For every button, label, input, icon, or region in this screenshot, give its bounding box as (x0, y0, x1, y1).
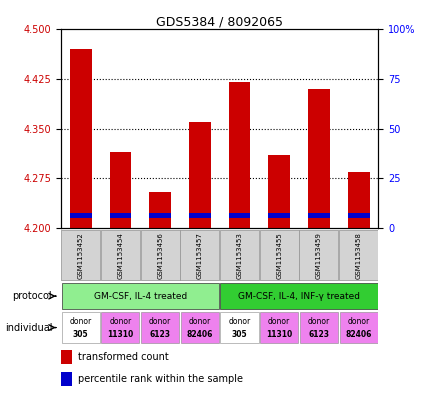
Bar (299, 230, 338, 281)
Text: 82406: 82406 (345, 330, 371, 339)
Bar (101, 230, 140, 281)
Text: donor: donor (267, 317, 289, 326)
Bar (268, 155, 289, 228)
Text: donor: donor (149, 317, 171, 326)
Bar (307, 89, 329, 228)
Text: GSM1153453: GSM1153453 (236, 232, 242, 279)
Text: donor: donor (109, 317, 131, 326)
Text: GM-CSF, IL-4, INF-γ treated: GM-CSF, IL-4, INF-γ treated (237, 292, 359, 301)
Bar (70, 213, 92, 218)
Text: 305: 305 (231, 330, 247, 339)
Text: 6123: 6123 (308, 330, 329, 339)
Bar (141, 312, 179, 343)
Bar (347, 172, 368, 228)
Text: donor: donor (307, 317, 329, 326)
Text: GSM1153455: GSM1153455 (276, 232, 282, 279)
Text: GSM1153457: GSM1153457 (196, 232, 202, 279)
Bar (188, 122, 210, 228)
Text: transformed count: transformed count (78, 352, 169, 362)
Text: GSM1153454: GSM1153454 (117, 232, 123, 279)
Text: percentile rank within the sample: percentile rank within the sample (78, 374, 243, 384)
Text: individual: individual (5, 323, 52, 332)
Bar (61, 350, 72, 364)
Bar (228, 213, 250, 218)
Text: 82406: 82406 (186, 330, 213, 339)
Bar (101, 312, 139, 343)
Bar (260, 312, 298, 343)
Text: 11310: 11310 (266, 330, 292, 339)
Bar (62, 312, 99, 343)
Bar (70, 49, 92, 228)
Text: protocol: protocol (13, 291, 52, 301)
Bar (140, 230, 179, 281)
Bar (307, 213, 329, 218)
Bar (61, 372, 72, 386)
Text: 6123: 6123 (149, 330, 170, 339)
Bar (180, 230, 219, 281)
Bar (339, 230, 377, 281)
Bar (188, 213, 210, 218)
Bar (109, 213, 131, 218)
Text: GSM1153452: GSM1153452 (78, 232, 84, 279)
Text: donor: donor (228, 317, 250, 326)
Text: GSM1153459: GSM1153459 (315, 232, 321, 279)
Text: GSM1153456: GSM1153456 (157, 232, 163, 279)
Bar (347, 213, 368, 218)
Bar (299, 312, 337, 343)
Bar (228, 83, 250, 228)
Text: 305: 305 (73, 330, 89, 339)
Text: donor: donor (347, 317, 369, 326)
Bar (220, 283, 377, 309)
Text: donor: donor (188, 317, 210, 326)
Bar (220, 230, 258, 281)
Text: 11310: 11310 (107, 330, 133, 339)
Bar (149, 213, 171, 218)
Bar (109, 152, 131, 228)
Bar (339, 312, 377, 343)
Bar (220, 312, 258, 343)
Bar (149, 191, 171, 228)
Text: donor: donor (69, 317, 92, 326)
Title: GDS5384 / 8092065: GDS5384 / 8092065 (156, 15, 283, 28)
Bar (181, 312, 218, 343)
Text: GSM1153458: GSM1153458 (355, 232, 361, 279)
Bar (268, 213, 289, 218)
Text: GM-CSF, IL-4 treated: GM-CSF, IL-4 treated (93, 292, 187, 301)
Bar (259, 230, 298, 281)
Bar (61, 230, 100, 281)
Bar (62, 283, 218, 309)
